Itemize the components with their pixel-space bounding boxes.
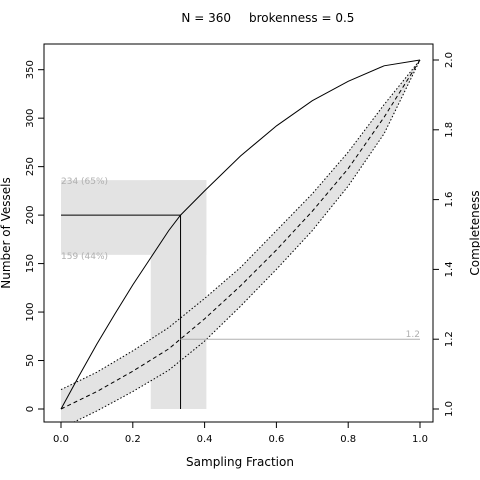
- y-right-tick-label: 1.6: [444, 192, 455, 208]
- y-left-tick-label: 250: [25, 157, 36, 176]
- completeness-label: 1.2: [406, 330, 420, 340]
- y-right-tick-label: 1.4: [444, 261, 455, 277]
- y-right-tick-label: 1.0: [444, 401, 455, 417]
- y-axis-left-title: Number of Vessels: [0, 177, 13, 289]
- x-tick-label: 0.2: [125, 434, 141, 445]
- y-right-tick-label: 1.8: [444, 122, 455, 138]
- x-tick-label: 0.0: [53, 434, 69, 445]
- band-upper-line: [60, 59, 421, 391]
- x-tick-label: 0.4: [197, 434, 213, 445]
- x-tick-label: 0.8: [340, 434, 356, 445]
- y-left-tick-label: 200: [25, 206, 36, 225]
- upper-range-label: 234 (65%): [61, 177, 108, 187]
- axes: 0.0 0.2 0.4 0.6 0.8 1.0 0 50 100 150 200 250 300 350 1…: [25, 52, 455, 445]
- y-right-tick-label: 1.2: [444, 331, 455, 347]
- chart-title-brokenness: brokenness = 0.5: [249, 11, 354, 25]
- plot-content: 234 (65%) 159 (44%) 1.2: [60, 59, 421, 422]
- y-axis-right-title: Completeness: [468, 190, 480, 275]
- y-left-tick-label: 300: [25, 109, 36, 128]
- x-axis-title: Sampling Fraction: [186, 455, 294, 469]
- band-lower-line: [73, 59, 421, 422]
- y-left-tick-label: 150: [25, 254, 36, 273]
- y-left-tick-label: 350: [25, 60, 36, 79]
- series-line-2: [60, 59, 421, 410]
- y-right-tick-label: 2.0: [444, 52, 455, 68]
- vessel-range-band: [61, 180, 207, 255]
- confidence-band: [61, 60, 420, 422]
- y-left-tick-label: 100: [25, 303, 36, 322]
- plot-area: 234 (65%) 159 (44%) 1.2: [60, 59, 421, 422]
- y-left-tick-label: 0: [25, 406, 36, 412]
- x-tick-label: 1.0: [412, 434, 428, 445]
- y-left-tick-label: 50: [25, 354, 36, 367]
- x-tick-label: 0.6: [268, 434, 284, 445]
- lower-range-label: 159 (44%): [61, 252, 108, 262]
- chart-title-n: N = 360: [181, 11, 231, 25]
